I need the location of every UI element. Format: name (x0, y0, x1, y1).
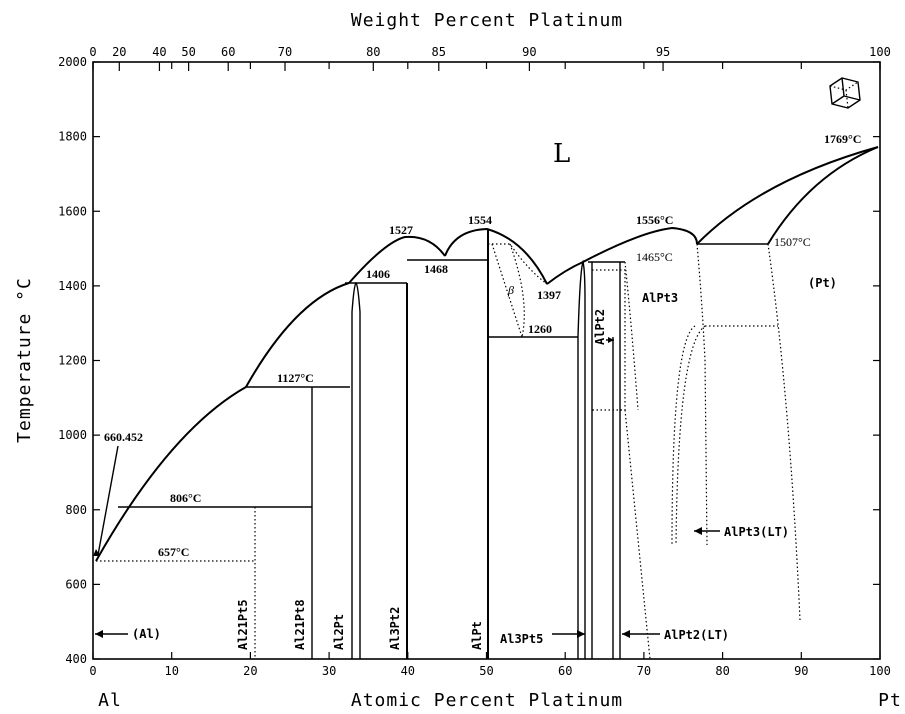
left-tick-label: 1600 (58, 204, 87, 218)
bottom-tick-label: 10 (164, 664, 178, 678)
bottom-tick-label: 20 (243, 664, 257, 678)
bottom-axis-title: Atomic Percent Platinum (351, 690, 623, 711)
liquidus-pt-side (696, 146, 879, 245)
liquidus-al21pt8 (245, 282, 350, 388)
al-phase-arrowhead (95, 630, 103, 638)
left-tick-label: 1800 (58, 130, 87, 144)
liquidus-al3pt5 (546, 261, 584, 285)
liquid-label: L (553, 139, 570, 169)
liquidus-al3pt2 (348, 235, 446, 284)
temp-1556: 1556°C (636, 213, 673, 227)
bottom-tick-label: 30 (322, 664, 336, 678)
pt-solvus (767, 243, 801, 621)
left-tick-label: 1400 (58, 279, 87, 293)
temp-1127: 1127°C (277, 371, 314, 385)
bottom-tick-label: 50 (479, 664, 493, 678)
crystal-structure-icon (829, 77, 861, 109)
left-tick-label: 800 (65, 503, 87, 517)
pt-phase-label: (Pt) (808, 276, 837, 290)
temp-1769: 1769°C (824, 132, 861, 146)
bottom-tick-label: 70 (637, 664, 651, 678)
alpt3-right-boundary (696, 243, 708, 546)
temp-1406: 1406 (366, 267, 390, 281)
beta-label: β (507, 283, 514, 297)
alpt2-label: AlPt2 (593, 309, 607, 345)
axis-ticks: 0 10 20 30 40 50 60 70 80 90 1000 20 40 50 60 70 80 85 90 9… (58, 45, 891, 678)
alpt3-lt-left (671, 325, 696, 546)
temp-660-leader (97, 445, 119, 556)
top-tick-label: 95 (656, 45, 670, 59)
temp-1554: 1554 (468, 213, 492, 227)
al21pt5-label: Al21Pt5 (236, 599, 250, 650)
al3pt2-label: Al3Pt2 (388, 607, 402, 650)
liquidus-al-side (95, 386, 247, 562)
temp-1397: 1397 (537, 288, 561, 302)
top-axis-title: Weight Percent Platinum (351, 10, 623, 31)
top-tick-label: 90 (522, 45, 536, 59)
top-tick-label: 100 (869, 45, 891, 59)
compound-lines (311, 229, 621, 659)
dotted-boundaries (254, 243, 801, 660)
top-tick-label: 40 (152, 45, 166, 59)
alpt3-label: AlPt3 (642, 291, 678, 305)
left-tick-label: 600 (65, 577, 87, 591)
solidus-pt-side (767, 146, 879, 245)
bottom-tick-label: 100 (869, 664, 891, 678)
left-tick-label: 1200 (58, 354, 87, 368)
temp-1465: 1465°C (636, 250, 673, 264)
left-tick-label: 400 (65, 652, 87, 666)
alpt3-lt-left2 (675, 325, 706, 546)
top-tick-label: 20 (112, 45, 126, 59)
al2pt-region (351, 282, 361, 659)
temp-1260: 1260 (528, 322, 552, 336)
plot-frame (92, 61, 881, 660)
alpt3-lt-label: AlPt3(LT) (724, 525, 789, 539)
alpt3-low-boundary (624, 409, 651, 660)
top-tick-label: 85 (432, 45, 446, 59)
alpt-label: AlPt (470, 621, 484, 650)
top-tick-label: 80 (366, 45, 380, 59)
liquidus-alpt3 (582, 226, 698, 263)
beta-upper (488, 243, 548, 285)
top-tick-label: 0 (89, 45, 96, 59)
left-tick-label: 1000 (58, 428, 87, 442)
right-element-label: Pt (878, 690, 902, 711)
alpt2-box (592, 269, 626, 411)
bottom-tick-label: 0 (89, 664, 96, 678)
temp-657: 657°C (158, 545, 189, 559)
top-tick-label: 70 (278, 45, 292, 59)
bottom-tick-label: 90 (794, 664, 808, 678)
al3pt5-arrowhead (577, 630, 585, 638)
bottom-tick-label: 60 (558, 664, 572, 678)
temp-1507: 1507°C (774, 235, 811, 249)
liquidus-curves (95, 146, 879, 562)
top-tick-label: 60 (221, 45, 235, 59)
al-phase-label: (Al) (132, 627, 161, 641)
alpt2-arrowhead (608, 337, 614, 343)
left-axis-title: Temperature °C (14, 277, 35, 443)
al2pt-label: Al2Pt (332, 614, 346, 650)
beta-region (491, 243, 525, 338)
labels: L (Pt) (Al) β 660.452 806°C 657°C 1127°C… (104, 132, 861, 650)
left-tick-label: 2000 (58, 55, 87, 69)
alpt3-lt-arrowhead (694, 527, 702, 535)
temp-660-marker (93, 549, 100, 556)
temp-806: 806°C (170, 491, 201, 505)
arrows (93, 337, 720, 638)
al3pt5-region (577, 259, 586, 659)
alpt3-left-boundary (624, 261, 639, 411)
temp-1527: 1527 (389, 223, 413, 237)
bottom-tick-label: 40 (401, 664, 415, 678)
alpt2-lt-label: AlPt2(LT) (664, 628, 729, 642)
left-element-label: Al (98, 690, 122, 711)
alpt2-lt-arrowhead (622, 630, 630, 638)
bottom-tick-label: 80 (715, 664, 729, 678)
temp-1468: 1468 (424, 262, 448, 276)
al3pt5-label: Al3Pt5 (500, 632, 543, 646)
al21pt8-label: Al21Pt8 (293, 599, 307, 650)
top-tick-label: 50 (181, 45, 195, 59)
temp-660: 660.452 (104, 430, 143, 444)
